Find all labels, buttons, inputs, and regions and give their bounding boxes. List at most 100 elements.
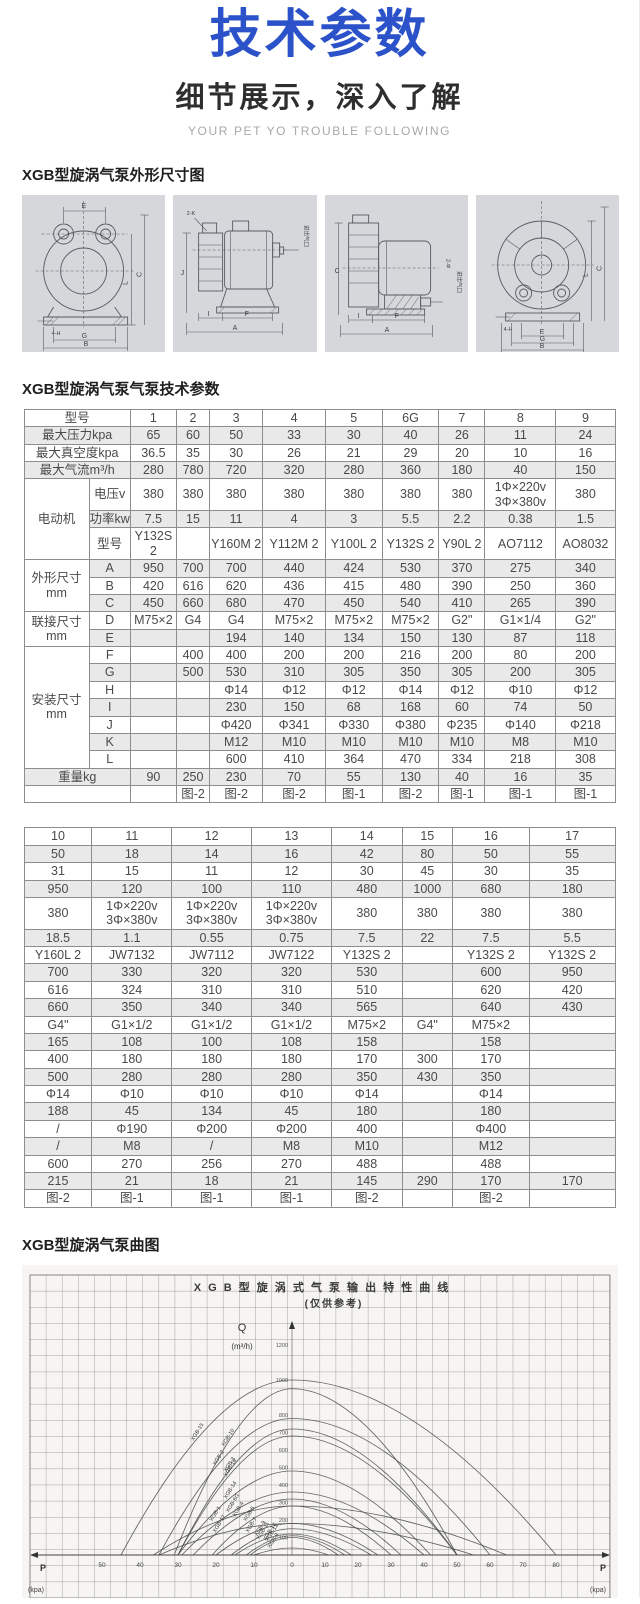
table-cell: 80 — [401, 844, 453, 864]
svg-text:I: I — [357, 313, 359, 320]
page-title: 技术参数 — [209, 6, 430, 64]
table-cell: 400 — [209, 646, 264, 665]
table-cell: 280 — [91, 1067, 173, 1087]
table-cell: 18.5 — [23, 928, 93, 948]
table-cell: 30 — [451, 862, 530, 881]
chart-subtitle: (仅供参考) — [305, 1297, 364, 1310]
table-cell: 图-1 — [251, 1189, 332, 1208]
table-cell: G1×1/2 — [91, 1015, 173, 1034]
table-cell — [401, 998, 453, 1017]
table-row: G 500 530 310 305 350 305 200 305 — [24, 663, 616, 682]
table-cell: 620 — [209, 576, 264, 595]
x-tick-label: 30 — [174, 1562, 182, 1569]
table-cell — [129, 698, 177, 717]
table-cell — [129, 680, 177, 700]
table-cell — [401, 946, 453, 965]
table-cell: 168 — [381, 698, 440, 717]
table-cell: 230 — [209, 698, 264, 717]
page-subtitle: 细节展示，深入了解 — [175, 81, 464, 114]
table-row: 安装尺寸mm F 400 400 200 200 216 200 80 200 — [23, 646, 616, 769]
row-label — [23, 785, 131, 804]
table-cell: 40 — [484, 460, 557, 480]
table-cell: 3 — [209, 408, 264, 428]
x-tick-label: 40 — [136, 1562, 144, 1569]
table-row: E 194 140 134 150 130 87 118 — [24, 628, 616, 648]
table-row: 600 270 256 270 488 488 — [23, 1154, 616, 1173]
table-cell: M10 — [262, 732, 326, 752]
table-cell: 5.5 — [381, 510, 440, 529]
table-row: 电动机 电压v 380 380 380 380 380 380 380 1Φ×220v 3Φ×38… — [23, 478, 616, 561]
table-cell: 510 — [330, 980, 403, 1000]
svg-text:I: I — [208, 311, 210, 318]
table-cell — [528, 1067, 616, 1087]
table-cell: G2" — [555, 611, 616, 630]
table-row: 18.5 1.1 0.55 0.75 7.5 22 7.5 5.5 — [23, 928, 616, 948]
table-cell: 9 — [555, 408, 616, 428]
table-cell: 170 — [528, 1171, 616, 1191]
table-cell: 1.5 — [555, 510, 616, 529]
table-cell — [528, 1050, 616, 1069]
table-cell: 450 — [324, 593, 383, 613]
table-cell: 40 — [438, 767, 486, 787]
svg-text:4-H: 4-H — [52, 331, 61, 337]
table-cell: 158 — [330, 1032, 403, 1052]
row-sublabel: 电压v — [88, 478, 131, 512]
table-cell: 308 — [555, 750, 616, 769]
table-cell: M10 — [324, 732, 383, 752]
svg-text:G: G — [82, 333, 87, 340]
table-cell: 565 — [330, 998, 403, 1017]
table-cell: 380 — [555, 478, 616, 512]
table-cell: 35 — [175, 443, 211, 462]
table-row: J Φ420 Φ341 Φ330 Φ380 Φ235 Φ140 Φ218 — [24, 715, 616, 734]
table-cell: 218 — [484, 750, 557, 769]
table-row: / Φ190 Φ200 Φ200 400 Φ400 — [23, 1119, 616, 1139]
spec-table-2: 10 11 12 13 14 15 16 17 50 18 14 16 42 80 50 55 31 15 11 12… — [23, 827, 616, 1208]
table-cell: / — [171, 1137, 253, 1156]
table-cell — [401, 980, 453, 1000]
table-cell: 1.1 — [91, 928, 173, 948]
table-cell: 74 — [484, 698, 557, 717]
row-group-label: 联接尺寸mm — [23, 611, 90, 648]
table-cell: 170 — [330, 1050, 403, 1069]
chart-title: X G B 型 旋 涡 式 气 泵 输 出 特 性 曲 线 — [194, 1280, 451, 1294]
svg-text:A: A — [384, 327, 389, 334]
table-row: G4" G1×1/2 G1×1/2 G1×1/2 M75×2 G4" M75×2 — [23, 1015, 616, 1034]
row-sublabel: B — [88, 576, 131, 595]
table-cell: Φ330 — [324, 715, 383, 734]
table-cell: 13 — [251, 827, 332, 846]
table-cell: 4 — [262, 408, 326, 428]
table-row: Φ14 Φ10 Φ10 Φ10 Φ14 Φ14 — [23, 1085, 616, 1104]
table-cell: 60 — [175, 426, 211, 445]
table-cell: 36.5 — [129, 443, 177, 462]
x-axis-letter-left: P — [40, 1563, 46, 1573]
table-cell: 150 — [555, 460, 616, 480]
table-cell: 30 — [324, 426, 383, 445]
table-cell: 18 — [91, 844, 173, 864]
svg-text:A: A — [233, 325, 238, 332]
table-cell: 170 — [451, 1050, 530, 1069]
table-cell: 470 — [262, 593, 326, 613]
svg-text:4-H: 4-H — [503, 327, 512, 333]
table-cell: 320 — [251, 963, 332, 982]
table-cell: Φ12 — [438, 680, 486, 700]
table-cell: 0.38 — [484, 510, 557, 529]
table-cell: 45 — [91, 1102, 173, 1121]
row-sublabel: L — [88, 750, 131, 769]
side-view-b-drawing-icon: C 2-Φ 进出气口 I F A — [334, 214, 463, 337]
table-cell: 158 — [451, 1032, 530, 1052]
table-cell — [175, 628, 211, 648]
table-cell: 108 — [251, 1032, 332, 1052]
table-cell: Φ12 — [555, 680, 616, 700]
grid-border — [29, 1274, 611, 1598]
table-cell: 22 — [401, 928, 453, 948]
table-cell: 324 — [91, 980, 173, 1000]
table-cell: 87 — [484, 628, 557, 648]
table-row: K M12 M10 M10 M10 M10 M8 M10 — [24, 732, 616, 752]
table-cell: 24 — [555, 426, 616, 445]
table-cell — [175, 680, 211, 700]
row-label: 最大气流m³/h — [23, 460, 131, 480]
table-cell: 340 — [171, 998, 253, 1017]
table-cell: 334 — [438, 750, 486, 769]
